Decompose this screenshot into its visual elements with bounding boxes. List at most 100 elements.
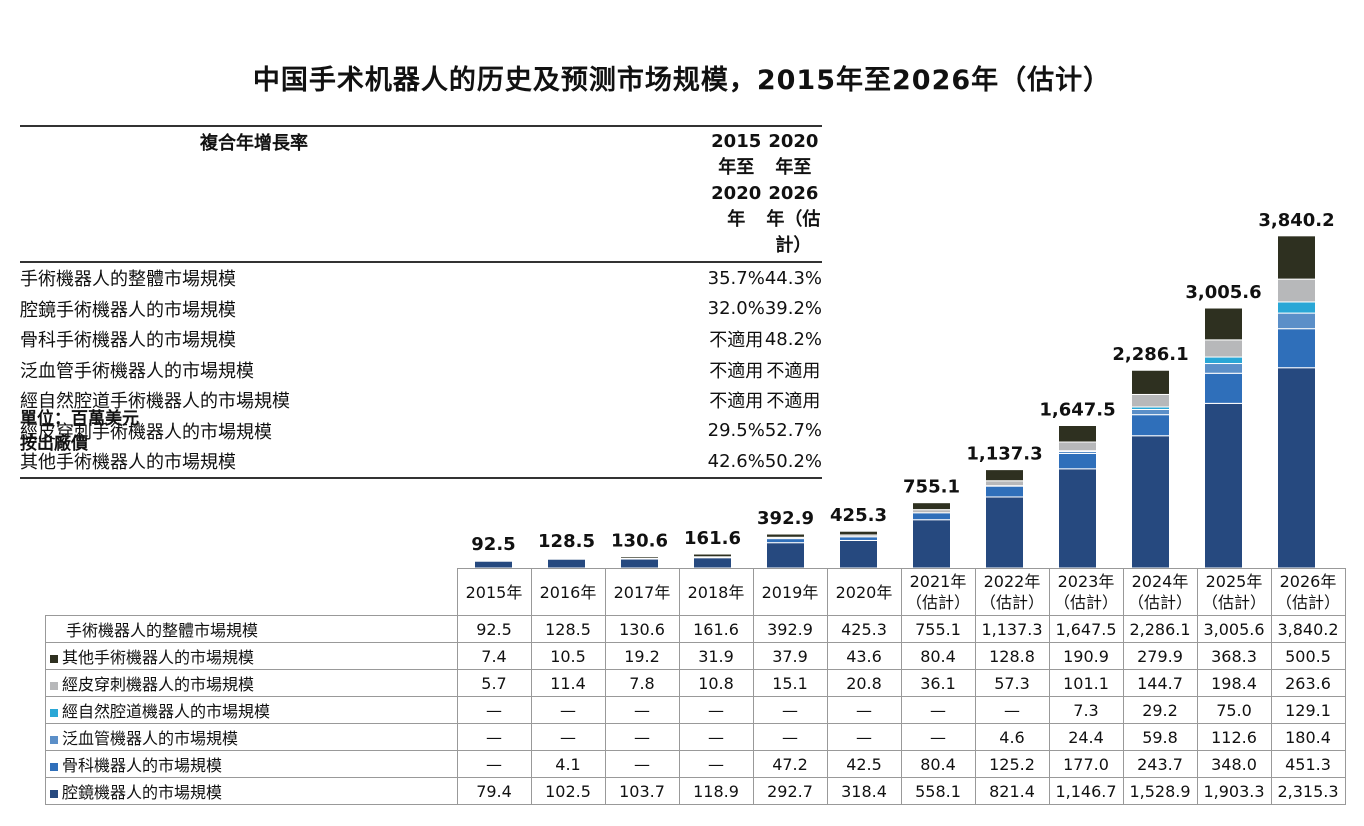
total-cell: 425.3 bbox=[826, 615, 902, 643]
series-cell: 190.9 bbox=[1048, 642, 1124, 670]
series-cell: 80.4 bbox=[900, 642, 976, 670]
year-header-line: 2017年 bbox=[613, 582, 671, 602]
cagr-row: 骨科手術機器人的市場規模 不適用 48.2% bbox=[20, 324, 822, 355]
bar-total-label: 161.6 bbox=[684, 528, 741, 549]
total-row-label: 手術機器人的整體市場規模 bbox=[45, 615, 458, 643]
series-cell: 4.6 bbox=[974, 723, 1050, 751]
year-header-line: 2019年 bbox=[761, 582, 819, 602]
series-row-vascular: 泛血管機器人的市場規模 — — — — — — —4.6 24.4 59.8 112.6 180.4 bbox=[45, 723, 1346, 751]
series-cell: 129.1 bbox=[1270, 696, 1346, 724]
series-label: 腔鏡機器人的市場規模 bbox=[45, 777, 458, 805]
legend-swatch bbox=[50, 735, 58, 744]
bar-segment-laparoscopic bbox=[912, 519, 951, 569]
bar-segment-other bbox=[839, 530, 878, 536]
cagr-table: 複合年增長率 2015年至 2020年 2020年至 2026年（估計） 手術機… bbox=[20, 125, 822, 479]
cagr-row: 手術機器人的整體市場規模 35.7% 44.3% bbox=[20, 262, 822, 294]
series-cell: 112.6 bbox=[1196, 723, 1272, 751]
series-cell: — bbox=[752, 696, 828, 724]
legend-swatch bbox=[50, 762, 58, 771]
total-cell: 1,137.3 bbox=[974, 615, 1050, 643]
cagr-2015-2020: 35.7% bbox=[707, 267, 765, 289]
year-header: 2020年 bbox=[826, 568, 902, 616]
series-cell: 5.7 bbox=[456, 669, 532, 697]
series-row-percutaneous: 經皮穿刺機器人的市場規模 5.7 11.4 7.8 10.8 15.1 20.8 36.1 57… bbox=[45, 669, 1346, 697]
year-header-line: （估計） bbox=[905, 593, 970, 612]
bar-total-label: 3,840.2 bbox=[1258, 210, 1334, 231]
bar-segment-laparoscopic bbox=[839, 539, 878, 569]
year-header-line: （估計） bbox=[979, 593, 1044, 612]
bar-total-label: 92.5 bbox=[471, 534, 515, 555]
bar-segment-orthopedic bbox=[1204, 372, 1243, 404]
cagr-2015-2020: 不適用 bbox=[709, 360, 764, 382]
series-cell: 10.8 bbox=[678, 669, 754, 697]
stacked-bar-chart: 92.5 128.5 130.6 161.6 392.9 425.3 755.1 1,137.… bbox=[471, 210, 1335, 569]
cagr-row-label: 其他手術機器人的市場規模 bbox=[20, 452, 236, 474]
bar-segment-other bbox=[766, 533, 805, 538]
year-header-line: 2026年 bbox=[1279, 572, 1337, 591]
bar-total-label: 425.3 bbox=[830, 505, 887, 526]
price-basis-label: 按出廠價 bbox=[20, 434, 88, 454]
year-header-line: 2015年 bbox=[465, 582, 523, 602]
bar-segment-orthopedic bbox=[912, 512, 951, 521]
series-cell: 128.8 bbox=[974, 642, 1050, 670]
series-row-orthopedic: 骨科機器人的市場規模 —4.1— —47.2 42.5 80.4 125.2 177.0 24… bbox=[45, 750, 1346, 778]
bar-segment-orthopedic bbox=[766, 538, 805, 544]
bar-segment-other bbox=[620, 556, 659, 559]
legend-swatch bbox=[50, 681, 58, 690]
total-cell: 3,005.6 bbox=[1196, 615, 1272, 643]
series-row-other: 其他手術機器人的市場規模 7.4 10.5 19.2 31.9 37.9 43.6 80.4 1… bbox=[45, 642, 1346, 670]
series-cell: — bbox=[456, 723, 532, 751]
year-header-line: 2021年 bbox=[909, 572, 967, 591]
year-header: 2022年 （估計） bbox=[974, 568, 1050, 616]
year-header-line: 2023年 bbox=[1057, 572, 1115, 591]
year-header-line: （估計） bbox=[1127, 593, 1192, 612]
year-header-line: （估計） bbox=[1201, 593, 1266, 612]
year-header-line: 2016年 bbox=[539, 582, 597, 602]
series-cell: — bbox=[826, 696, 902, 724]
series-cell: — bbox=[678, 750, 754, 778]
series-cell: 368.3 bbox=[1196, 642, 1272, 670]
bar-segment-laparoscopic bbox=[1204, 402, 1243, 569]
series-cell: 42.5 bbox=[826, 750, 902, 778]
series-cell: 500.5 bbox=[1270, 642, 1346, 670]
year-header-line: 2020年 bbox=[835, 582, 893, 602]
year-header-line: 2018年 bbox=[687, 582, 745, 602]
series-cell: 101.1 bbox=[1048, 669, 1124, 697]
year-header: 2015年 bbox=[456, 568, 532, 616]
series-cell: — bbox=[604, 696, 680, 724]
cagr-2020-2026: 不適用 bbox=[766, 360, 821, 382]
cagr-2015-2020: 32.0% bbox=[707, 298, 765, 320]
total-cell: 755.1 bbox=[900, 615, 976, 643]
total-cell: 392.9 bbox=[752, 615, 828, 643]
bar-segment-orthopedic bbox=[839, 536, 878, 541]
bar-total-label: 392.9 bbox=[757, 508, 814, 529]
total-cell: 128.5 bbox=[530, 615, 606, 643]
year-header-line: （估計） bbox=[1275, 593, 1340, 612]
series-cell: 10.5 bbox=[530, 642, 606, 670]
series-cell: 79.4 bbox=[456, 777, 532, 805]
series-row-natural_orifice: 經自然腔道機器人的市場規模 — — — — — — — —7.3 29.2 75.0 129.1 bbox=[45, 696, 1346, 724]
series-cell: — bbox=[826, 723, 902, 751]
series-cell: 4.1 bbox=[530, 750, 606, 778]
total-cell: 130.6 bbox=[604, 615, 680, 643]
total-cell: 3,840.2 bbox=[1270, 615, 1346, 643]
series-cell: 118.9 bbox=[678, 777, 754, 805]
series-cell: 243.7 bbox=[1122, 750, 1198, 778]
bar-segment-laparoscopic bbox=[1058, 468, 1097, 569]
series-cell: — bbox=[678, 696, 754, 724]
series-cell: 31.9 bbox=[678, 642, 754, 670]
bar-segment-other bbox=[985, 469, 1024, 482]
total-cell: 161.6 bbox=[678, 615, 754, 643]
series-cell: 103.7 bbox=[604, 777, 680, 805]
bar-segment-vascular bbox=[1204, 363, 1243, 374]
total-row: 手術機器人的整體市場規模 92.5 128.5 130.6 161.6 392.9 425.… bbox=[45, 615, 1346, 643]
data-table-header-row: 2015年 2016年 2017年 2018年 2019年 2020年 2021年 （估計） 2… bbox=[45, 568, 1346, 616]
series-cell: 7.8 bbox=[604, 669, 680, 697]
legend-swatch bbox=[50, 789, 58, 798]
cagr-2020-2026: 39.2% bbox=[764, 298, 822, 320]
series-cell: 59.8 bbox=[1122, 723, 1198, 751]
unit-label: 單位：百萬美元 bbox=[20, 409, 139, 429]
year-header: 2016年 bbox=[530, 568, 606, 616]
cagr-row: 泛血管手術機器人的市場規模 不適用 不適用 bbox=[20, 355, 822, 386]
bar-segment-orthopedic bbox=[1058, 452, 1097, 470]
